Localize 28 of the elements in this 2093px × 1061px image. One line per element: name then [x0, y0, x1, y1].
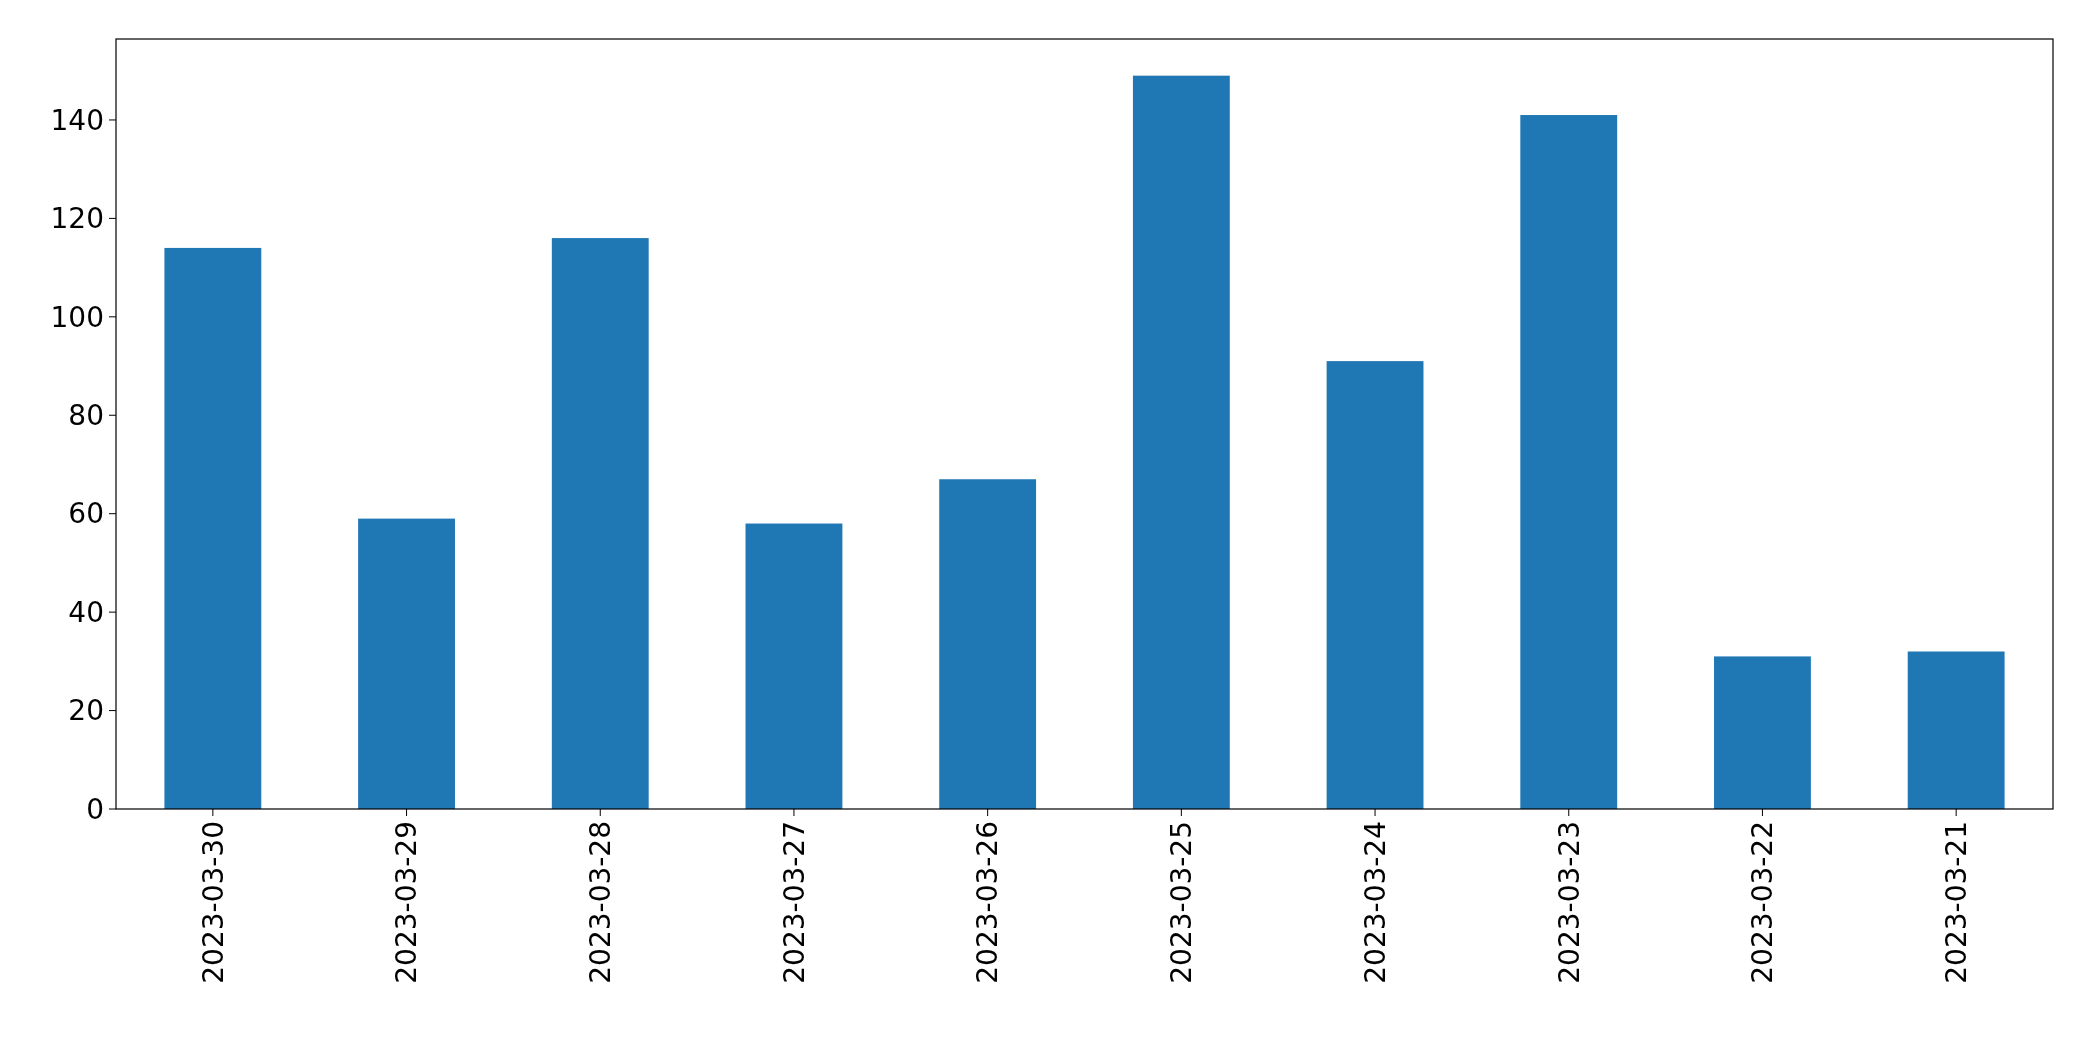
x-tick-label: 2023-03-25 — [1165, 821, 1199, 984]
x-tick-label: 2023-03-22 — [1746, 821, 1780, 984]
bar — [1326, 361, 1424, 809]
bar — [939, 479, 1037, 809]
y-tick-label: 140 — [50, 103, 104, 137]
x-tick-label: 2023-03-21 — [1939, 821, 1973, 984]
x-tick-label: 2023-03-24 — [1358, 821, 1392, 984]
x-tick-label: 2023-03-29 — [390, 821, 424, 984]
y-tick-label: 20 — [68, 694, 104, 728]
bar — [1520, 115, 1618, 809]
bar — [358, 518, 455, 809]
x-tick-label: 2023-03-27 — [777, 821, 811, 984]
y-tick-label: 0 — [86, 792, 104, 826]
bar — [745, 523, 843, 809]
y-tick-label: 60 — [68, 497, 104, 531]
bar — [1907, 651, 2005, 809]
y-tick-label: 120 — [50, 202, 104, 236]
x-tick-label: 2023-03-28 — [584, 821, 618, 984]
y-tick-label: 40 — [68, 595, 104, 629]
x-tick-label: 2023-03-26 — [971, 821, 1005, 984]
bar — [551, 238, 649, 809]
y-tick-label: 80 — [68, 399, 104, 433]
x-tick-label: 2023-03-30 — [196, 821, 230, 984]
y-tick-label: 100 — [50, 300, 104, 334]
x-tick-label: 2023-03-23 — [1552, 821, 1586, 984]
bar — [1714, 656, 1811, 809]
bar — [164, 247, 262, 809]
bar — [1132, 75, 1230, 809]
